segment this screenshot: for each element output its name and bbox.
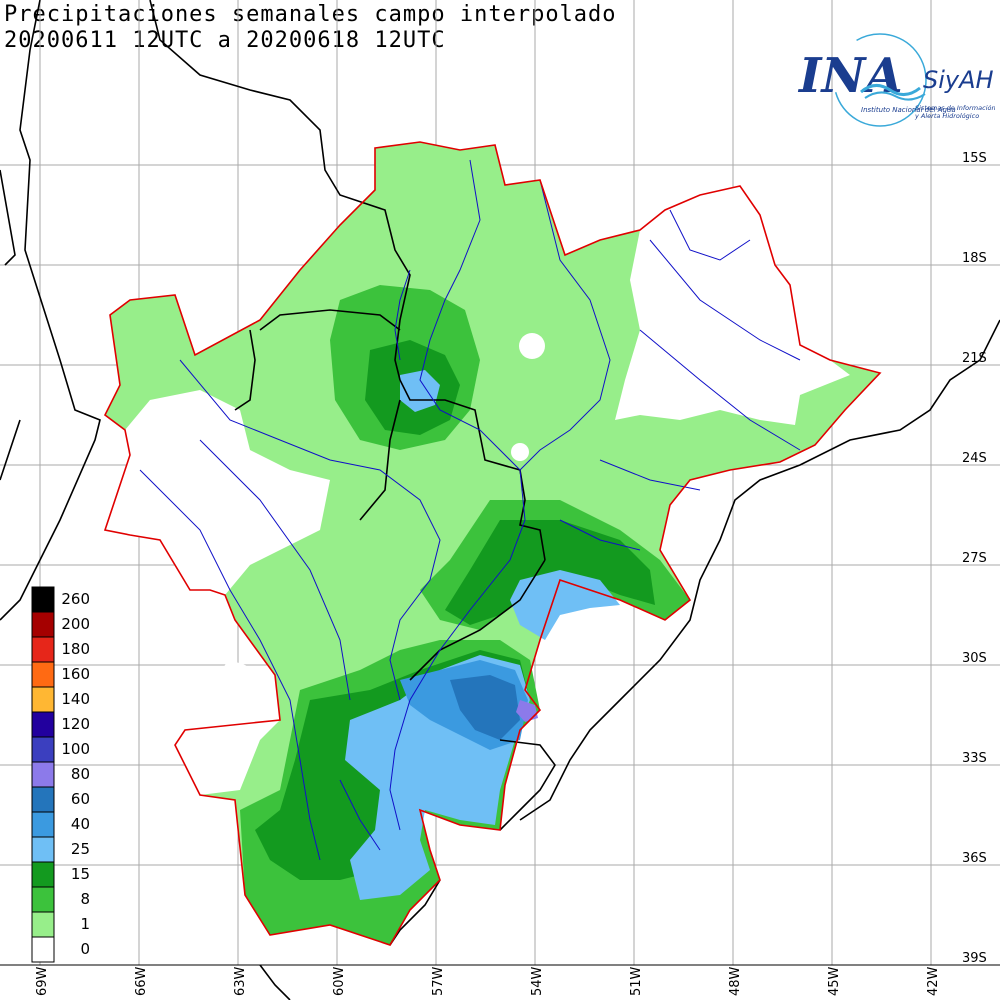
legend-label: 40 bbox=[71, 815, 90, 833]
lon-label: 69W bbox=[35, 966, 50, 996]
legend-label: 1 bbox=[80, 915, 90, 933]
legend-label: 8 bbox=[80, 890, 90, 908]
precip-zone-60mm bbox=[450, 675, 520, 740]
map-title: Precipitaciones semanales campo interpol… bbox=[4, 2, 617, 27]
lon-label: 66W bbox=[134, 966, 149, 996]
legend-swatch bbox=[31, 886, 55, 913]
lat-label: 21S bbox=[962, 351, 987, 366]
lon-label: 57W bbox=[431, 966, 446, 996]
legend-swatch bbox=[31, 811, 55, 838]
legend-label: 120 bbox=[61, 715, 90, 733]
lon-label: 45W bbox=[827, 966, 842, 996]
precip-field bbox=[105, 142, 880, 945]
legend-label: 60 bbox=[71, 790, 90, 808]
lon-label: 60W bbox=[332, 966, 347, 996]
lat-label: 15S bbox=[962, 151, 987, 166]
lon-label: 42W bbox=[926, 966, 941, 996]
legend-label: 180 bbox=[61, 640, 90, 658]
legend-swatch bbox=[31, 936, 55, 963]
lat-label: 39S bbox=[962, 951, 987, 966]
lat-label: 24S bbox=[962, 451, 987, 466]
legend-label: 160 bbox=[61, 665, 90, 683]
legend-swatch bbox=[31, 611, 55, 638]
precip-zone-0mm-west bbox=[105, 390, 330, 595]
lat-label: 33S bbox=[962, 751, 987, 766]
logo-tagline-2: y Alerta Hidrológico bbox=[914, 112, 979, 120]
basin-outline bbox=[103, 141, 882, 946]
legend-label: 140 bbox=[61, 690, 90, 708]
legend-swatch bbox=[31, 586, 55, 613]
lat-label: 27S bbox=[962, 551, 987, 566]
legend-label: 25 bbox=[71, 840, 90, 858]
legend-swatch bbox=[31, 786, 55, 813]
precipitation-legend: 260 200 180 160 140 120 100 80 60 40 25 15 8 1 0 bbox=[31, 586, 90, 963]
precip-zone-0mm-spot bbox=[519, 333, 545, 359]
legend-label: 80 bbox=[71, 765, 90, 783]
legend-label: 260 bbox=[61, 590, 90, 608]
logo-subtitle: Instituto Nacional del Agua bbox=[861, 106, 956, 114]
lat-label: 18S bbox=[962, 251, 987, 266]
lon-label: 51W bbox=[629, 966, 644, 996]
lon-label: 54W bbox=[530, 966, 545, 996]
logo-main-text: INA bbox=[797, 48, 903, 104]
legend-label: 15 bbox=[71, 865, 90, 883]
latitude-labels: 15S 18S 21S 24S 27S 30S 33S 36S 39S bbox=[962, 151, 987, 966]
map-date-range: 20200611 12UTC a 20200618 12UTC bbox=[4, 28, 446, 53]
precip-zone-25mm-east bbox=[510, 570, 620, 640]
precip-zone-0mm-south bbox=[175, 660, 280, 795]
legend-swatch bbox=[31, 911, 55, 938]
legend-swatch bbox=[31, 686, 55, 713]
logo-tagline-1: Sistemas de Información bbox=[915, 104, 995, 112]
precip-zone-25mm-north bbox=[400, 370, 440, 412]
legend-swatch bbox=[31, 636, 55, 663]
legend-swatch bbox=[31, 736, 55, 763]
lat-label: 30S bbox=[962, 651, 987, 666]
logo-brand-text: SiyAH bbox=[923, 66, 994, 94]
legend-label: 0 bbox=[80, 940, 90, 958]
legend-label: 200 bbox=[61, 615, 90, 633]
legend-swatch bbox=[31, 711, 55, 738]
ina-siyah-logo: INA SiyAH Instituto Nacional del Agua Si… bbox=[797, 33, 995, 127]
legend-swatch bbox=[31, 861, 55, 888]
lat-label: 36S bbox=[962, 851, 987, 866]
precip-zone-0mm-east bbox=[615, 186, 850, 425]
legend-label: 100 bbox=[61, 740, 90, 758]
longitude-labels: 69W 66W 63W 60W 57W 54W 51W 48W 45W 42W bbox=[35, 966, 941, 996]
legend-swatch bbox=[31, 761, 55, 788]
lon-label: 63W bbox=[233, 966, 248, 996]
lon-label: 48W bbox=[728, 966, 743, 996]
legend-swatch bbox=[31, 836, 55, 863]
legend-swatch bbox=[31, 661, 55, 688]
rivers bbox=[139, 159, 801, 861]
precip-zone-0mm-spot-2 bbox=[511, 443, 529, 461]
